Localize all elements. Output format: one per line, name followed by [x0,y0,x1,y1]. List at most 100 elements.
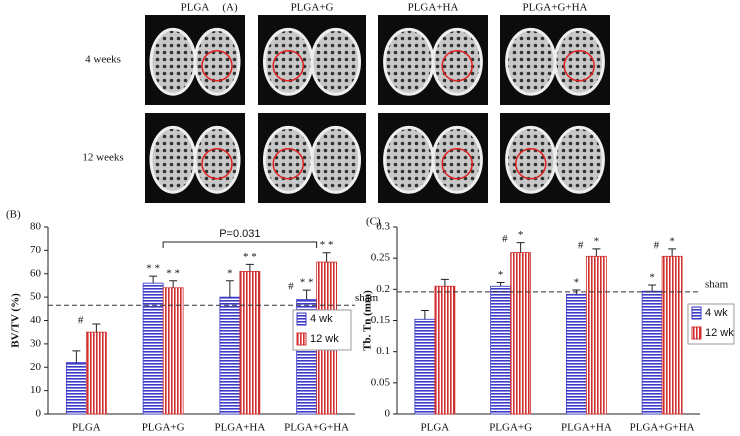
legend-label: 4 wk [705,307,728,319]
x-tick-label: PLGA+G+HA [630,422,695,434]
bone [553,125,605,194]
panel-label: (C) [366,216,381,228]
y-tick-label: 80 [30,221,42,233]
x-tick-label: PLGA+G [489,422,532,434]
bar [565,293,587,415]
y-tick-label: 0.1 [376,345,390,357]
y-axis-label: Tb. Tn (mm) [362,290,374,351]
significance-hash: # [288,281,294,293]
error-bar [496,281,505,287]
bone [553,27,605,96]
x-tick-label: PLGA+G [142,422,185,434]
bar [585,255,607,415]
significance-star: * [227,267,233,279]
y-tick-label: 50 [30,291,42,303]
bar [162,287,184,415]
legend-swatch [296,332,307,346]
bar [661,255,683,415]
y-tick-label: 0 [385,408,391,420]
bone [505,27,557,96]
bar [434,285,456,415]
significance-hash: # [78,315,84,327]
legend-swatch [691,306,702,320]
error-bar [440,278,449,287]
bar [65,362,87,415]
significance-star: * [649,272,655,284]
significance-star: * * [320,239,334,251]
legend-label: 12 wk [705,327,734,339]
column-label: PLGA+HA [408,2,459,14]
error-bar [648,284,657,292]
y-tick-label: 10 [30,384,42,396]
bar [641,290,663,415]
defect-circle [441,148,473,180]
significance-star: * [498,269,504,281]
x-tick-label: PLGA+G+HA [284,422,349,434]
panel-label: (A) [222,2,238,14]
x-tick-label: PLGA+HA [214,422,265,434]
y-tick-label: 0.25 [371,252,391,264]
error-bar [592,248,601,257]
bone [505,125,557,194]
bar [219,296,241,415]
bone [431,27,483,96]
error-bar [322,252,331,263]
defect-circle [201,148,233,180]
significance-hash: # [502,233,508,245]
significance-hash: # [654,239,660,251]
y-tick-label: 30 [30,337,42,349]
x-tick-label: PLGA+HA [561,422,612,434]
legend-swatch [691,326,702,340]
bone [262,27,314,96]
significance-star: * [594,235,600,247]
y-axis-label: BV/TV (%) [10,293,22,348]
y-tick-label: 0.05 [371,376,391,388]
x-tick-label: PLGA [421,422,450,434]
y-tick-label: 40 [30,314,42,326]
error-bar [72,350,81,363]
y-tick-label: 0 [36,408,42,420]
error-bar [668,248,677,257]
bar [510,252,532,415]
row-label: 4 weeks [85,54,121,66]
defect-circle [272,50,304,82]
y-tick-label: 0.3 [376,221,390,233]
sham-label: sham [355,292,379,304]
defect-circle [272,148,304,180]
error-bar [302,289,311,300]
panel-label: (B) [6,209,21,221]
significance-star: * * [166,267,180,279]
bone [431,125,483,194]
column-label: PLGA [181,2,210,14]
bone [149,125,197,194]
x-tick-label: PLGA [72,422,101,434]
bracket-label: P=0.031 [219,228,260,240]
error-bar [225,280,234,298]
significance-star: * [669,235,675,247]
y-tick-label: 70 [30,244,42,256]
error-bar [92,323,101,333]
bone [262,125,314,194]
bone [193,125,241,194]
bar [414,318,436,415]
defect-circle [441,50,473,82]
bar [142,282,164,415]
defect-circle [201,50,233,82]
error-bar [420,310,429,320]
bracket [162,241,318,248]
legend-swatch [296,312,307,326]
bar [85,331,107,415]
significance-star: * * [243,251,257,263]
significance-star: * [518,229,524,241]
y-tick-label: 60 [30,267,42,279]
significance-star: * [574,276,580,288]
error-bar [245,263,254,272]
defect-circle [515,148,547,180]
bone [149,27,197,96]
bar [239,271,261,415]
significance-star: * * [146,263,160,275]
bone [383,125,435,194]
row-label: 12 weeks [82,152,123,164]
column-label: PLGA+G+HA [523,2,588,14]
